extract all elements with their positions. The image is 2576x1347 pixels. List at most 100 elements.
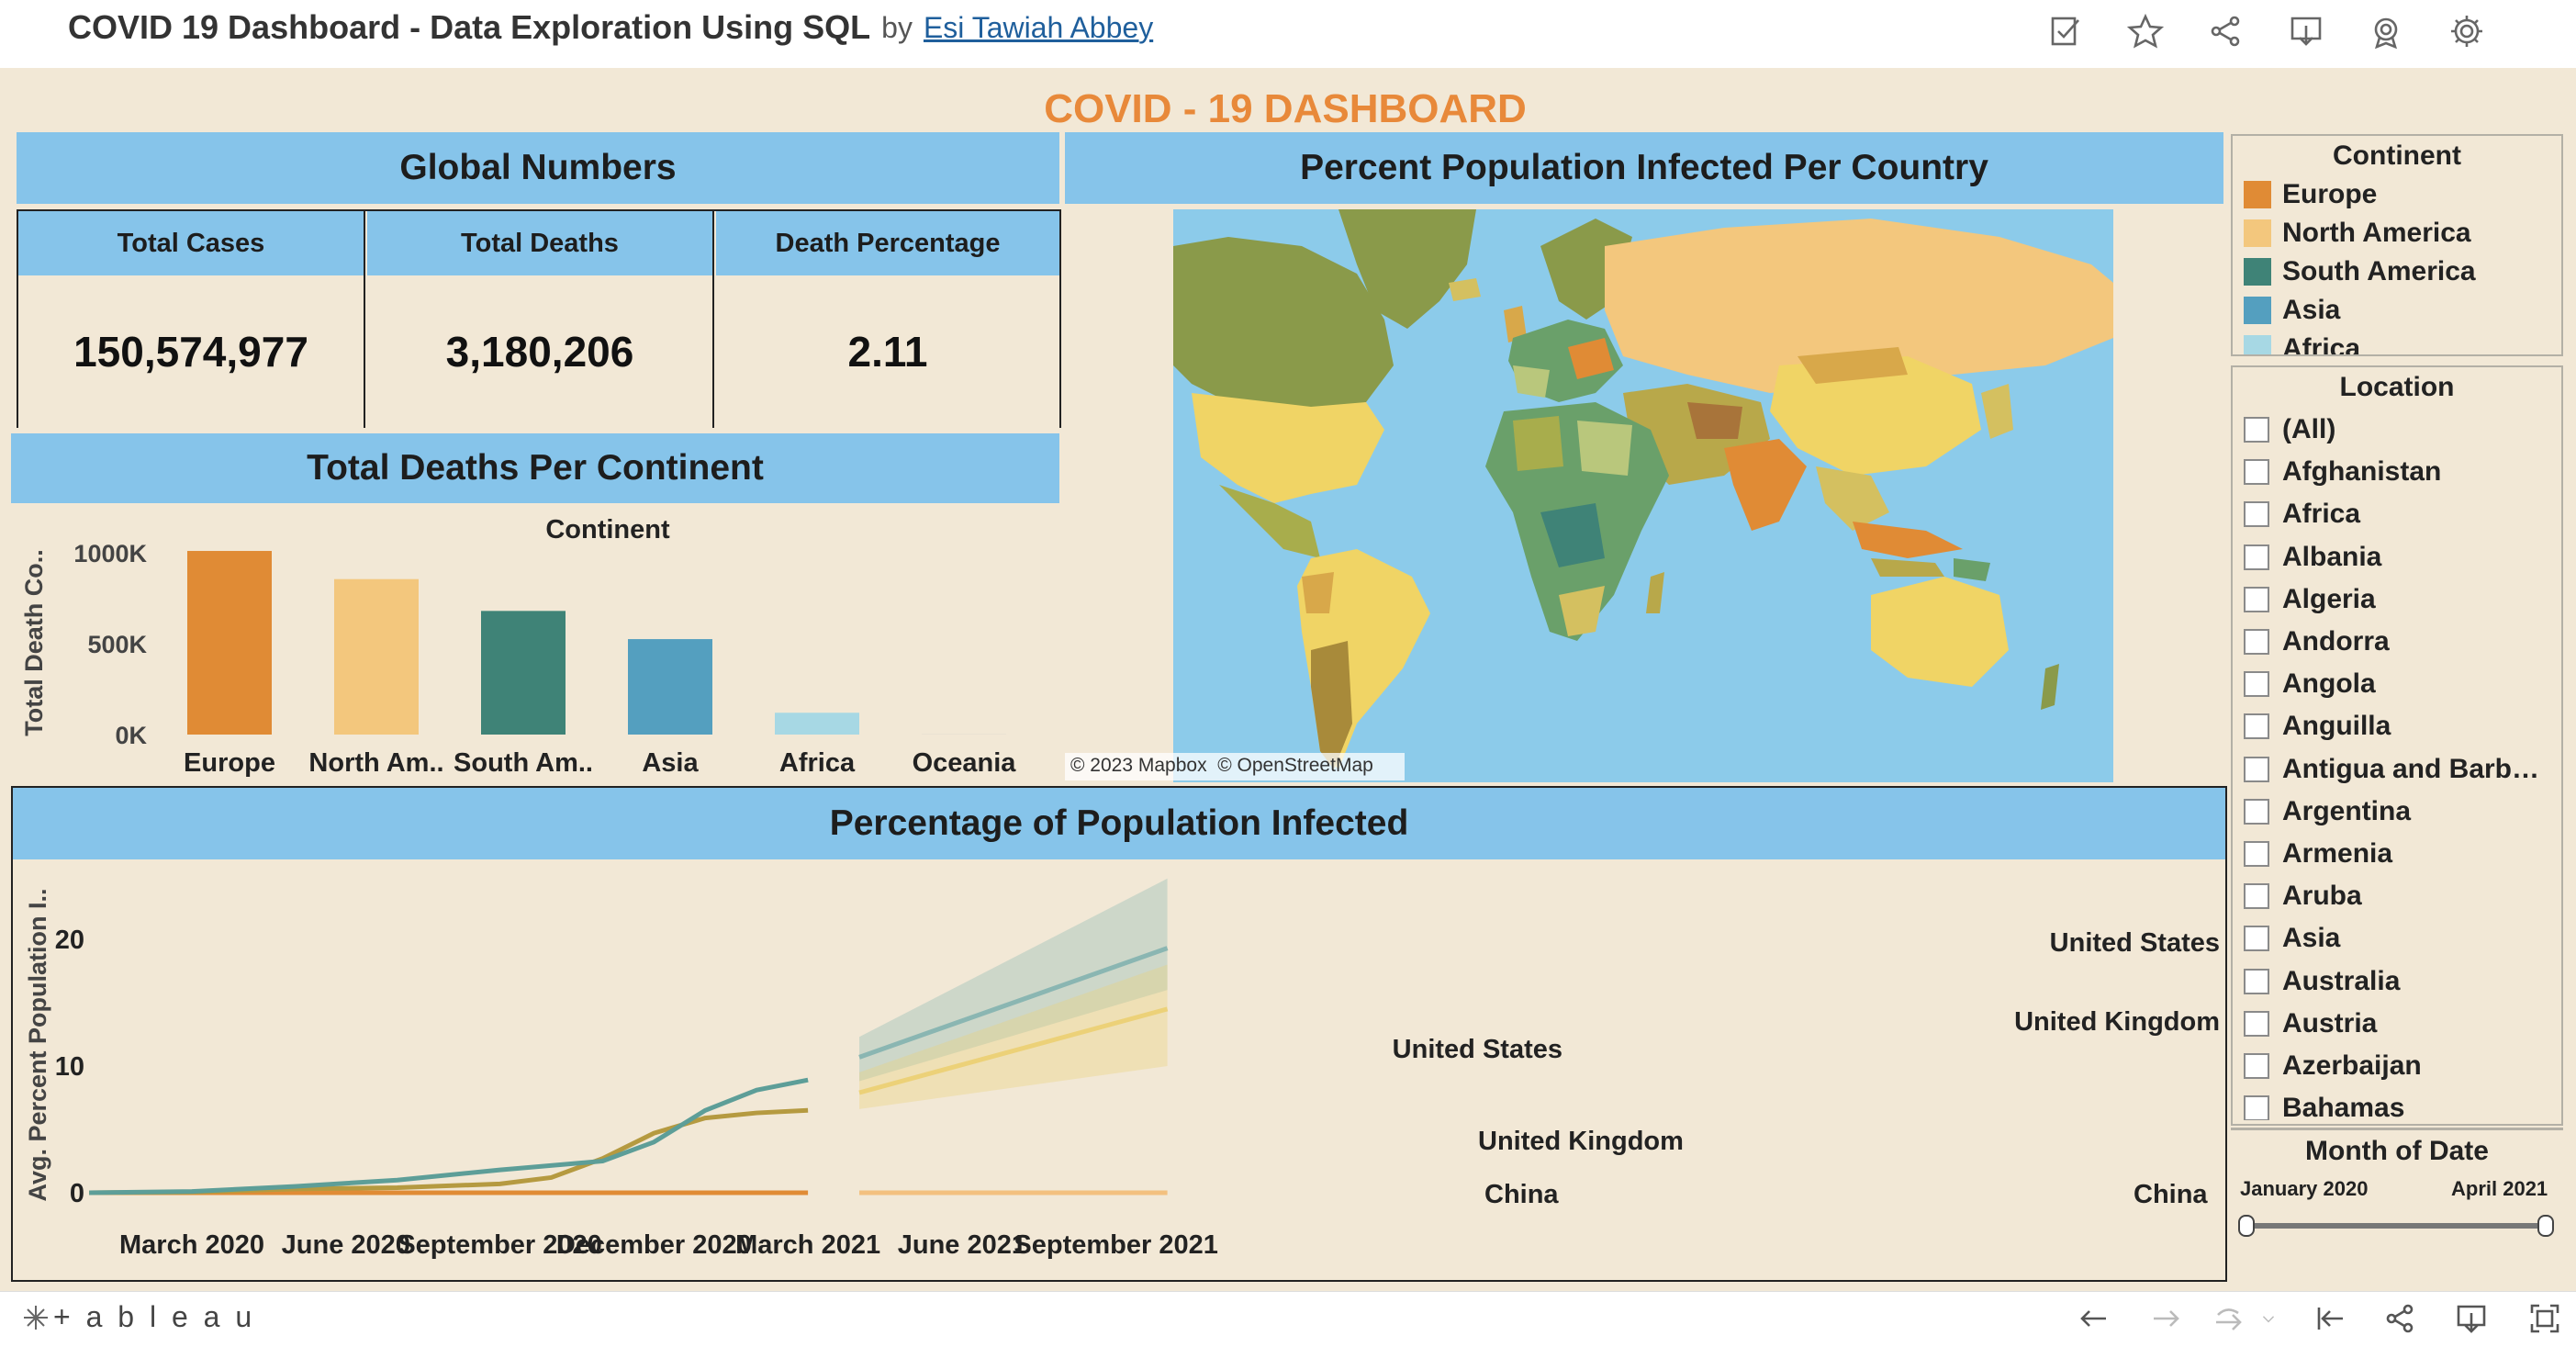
location-checkbox[interactable]	[2244, 798, 2269, 825]
bar-south-am[interactable]	[481, 611, 566, 735]
continent-legend-viewport: Europe North America South America Asia …	[2233, 176, 2561, 354]
location-option[interactable]: Armenia	[2244, 836, 2392, 872]
location-checkbox[interactable]	[2244, 926, 2269, 952]
undo-icon[interactable]	[2067, 1295, 2119, 1342]
location-option[interactable]: Andorra	[2244, 623, 2390, 660]
location-option[interactable]: Angola	[2244, 666, 2376, 702]
location-checkbox[interactable]	[2244, 629, 2269, 655]
chevron-down-icon[interactable]	[2255, 1295, 2282, 1342]
series-label: United States	[1393, 1035, 1562, 1064]
location-checkbox[interactable]	[2244, 713, 2269, 740]
location-checkbox[interactable]	[2244, 1053, 2269, 1079]
location-option[interactable]: Anguilla	[2244, 708, 2391, 745]
series-label: United Kingdom	[1478, 1127, 1684, 1156]
location-option[interactable]: Aruba	[2244, 878, 2362, 915]
death-percentage-value: 2.11	[847, 328, 928, 376]
world-map[interactable]	[1173, 209, 2113, 782]
tableau-logo-icon[interactable]	[22, 1304, 50, 1331]
line-y-axis-label: Avg. Percent Population I..	[24, 888, 51, 1201]
forecast-label: United States	[2050, 928, 2220, 958]
location-option[interactable]: Albania	[2244, 539, 2381, 576]
location-label: Azerbaijan	[2282, 1050, 2422, 1081]
location-option[interactable]: Australia	[2244, 963, 2400, 1000]
bar-africa[interactable]	[775, 713, 859, 735]
forecast-line[interactable]	[858, 1006, 1169, 1095]
date-slider-handle-start[interactable]	[2238, 1215, 2255, 1237]
location-option[interactable]: Asia	[2244, 920, 2340, 957]
location-option[interactable]: Argentina	[2244, 793, 2411, 830]
badge-icon[interactable]	[2358, 4, 2414, 59]
location-option[interactable]: (All)	[2244, 411, 2335, 448]
bar-europe[interactable]	[187, 551, 272, 735]
deaths-bar-chart: Continent Total Death Co.. 0K 500K 1000K Euro…	[20, 515, 1016, 778]
tableau-brand[interactable]: + a b l e a u	[53, 1300, 256, 1333]
location-checkbox[interactable]	[2244, 841, 2269, 867]
download-icon[interactable]	[2446, 1295, 2497, 1342]
bar-north-am[interactable]	[334, 578, 419, 735]
location-checkbox[interactable]	[2244, 544, 2269, 570]
forecast-label: United Kingdom	[2014, 1007, 2220, 1037]
redo-icon[interactable]	[2141, 1295, 2192, 1342]
forecast-line[interactable]	[858, 946, 1169, 1060]
location-checkbox[interactable]	[2244, 501, 2269, 528]
location-option[interactable]: Azerbaijan	[2244, 1048, 2422, 1084]
download-icon[interactable]	[2279, 4, 2334, 59]
share-icon[interactable]	[2198, 4, 2253, 59]
author-link[interactable]: Esi Tawiah Abbey	[923, 10, 1154, 44]
location-option[interactable]: Africa	[2244, 496, 2360, 533]
legend-item-north-america[interactable]: North America	[2244, 215, 2471, 252]
location-option[interactable]: Algeria	[2244, 581, 2376, 618]
legend-item-asia[interactable]: Asia	[2244, 292, 2340, 329]
location-checkbox[interactable]	[2244, 671, 2269, 698]
location-checkbox[interactable]	[2244, 459, 2269, 486]
location-checkbox[interactable]	[2244, 417, 2269, 443]
location-label: Australia	[2282, 965, 2401, 996]
bar-y-tick-label: 500K	[87, 631, 147, 658]
location-checkbox[interactable]	[2244, 883, 2269, 910]
series-line[interactable]	[89, 1107, 809, 1195]
legend-item-europe[interactable]: Europe	[2244, 176, 2377, 213]
dashboard-title: COVID - 19 DASHBOARD	[1044, 86, 1527, 131]
gear-icon[interactable]	[2439, 4, 2494, 59]
location-option[interactable]: Antigua and Barb…	[2244, 751, 2539, 788]
legend-item-south-america[interactable]: South America	[2244, 253, 2476, 290]
bar-y-axis-label: Total Death Co..	[20, 549, 48, 736]
continent-legend-title: Continent	[2333, 140, 2461, 171]
location-checkbox[interactable]	[2244, 1010, 2269, 1037]
location-label: Asia	[2282, 923, 2341, 954]
location-label: Albania	[2282, 541, 2382, 572]
location-checkbox[interactable]	[2244, 586, 2269, 612]
reset-icon[interactable]	[2304, 1295, 2356, 1342]
location-checkbox[interactable]	[2244, 968, 2269, 994]
bar-asia[interactable]	[628, 639, 712, 735]
location-label: (All)	[2282, 414, 2336, 444]
star-icon[interactable]	[2118, 4, 2173, 59]
viz-title-text: COVID 19 Dashboard - Data Exploration Us…	[68, 8, 871, 46]
fullscreen-icon[interactable]	[2519, 1295, 2570, 1342]
location-label: Armenia	[2282, 838, 2393, 869]
location-option[interactable]: Bahamas	[2244, 1090, 2404, 1120]
series-line[interactable]	[89, 1077, 809, 1195]
legend-item-africa[interactable]: Africa	[2244, 331, 2360, 354]
location-filter-title: Location	[2339, 372, 2455, 402]
location-option[interactable]: Afghanistan	[2244, 454, 2441, 490]
footer-bar	[0, 1291, 2576, 1347]
bar-category-label: Asia	[642, 748, 699, 778]
location-checkbox[interactable]	[2244, 1095, 2269, 1120]
bar-chart-title: Continent	[545, 515, 670, 544]
legend-swatch	[2244, 219, 2271, 247]
date-slider-handle-end[interactable]	[2537, 1215, 2554, 1237]
location-option[interactable]: Austria	[2244, 1005, 2377, 1042]
edit-icon[interactable]	[2038, 4, 2093, 59]
share-icon[interactable]	[2374, 1295, 2425, 1342]
location-checkbox[interactable]	[2244, 756, 2269, 782]
infected-line-chart: Avg. Percent Population I.. 0 10 20 March 20…	[24, 878, 2220, 1260]
date-slider-track[interactable]	[2246, 1223, 2547, 1229]
date-filter	[2231, 1128, 2563, 1282]
location-label: Afghanistan	[2282, 456, 2442, 488]
map-attribution[interactable]: © 2023 Mapbox © OpenStreetMap	[1065, 753, 1405, 780]
revert-icon[interactable]	[2203, 1295, 2255, 1342]
total-deaths-value: 3,180,206	[445, 328, 634, 376]
location-label: Argentina	[2282, 795, 2412, 826]
